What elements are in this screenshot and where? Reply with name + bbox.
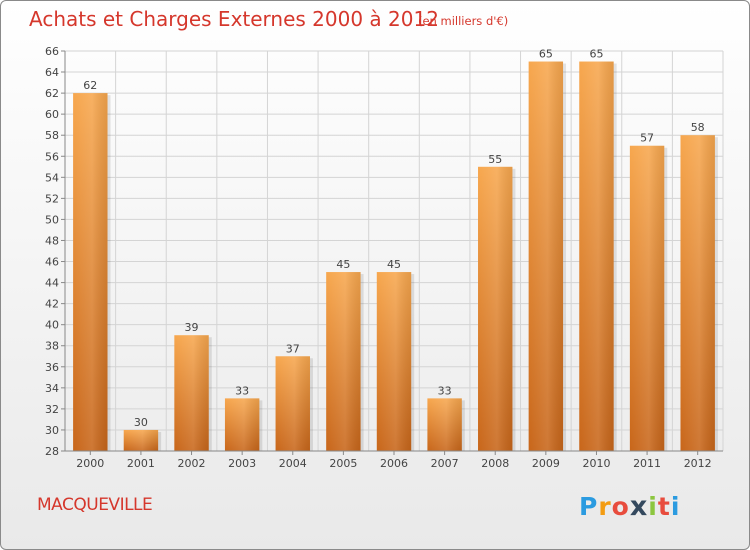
bar-shine-2002: [174, 335, 209, 451]
data-label-2008: 55: [488, 153, 502, 166]
ytick-label-32: 32: [45, 403, 59, 416]
ytick-label-46: 46: [45, 256, 59, 269]
data-label-2002: 39: [185, 321, 199, 334]
logo-letter-2: o: [611, 492, 630, 521]
data-label-2011: 57: [640, 132, 654, 145]
xtick-label-2001: 2001: [127, 457, 155, 470]
data-label-2000: 62: [83, 79, 97, 92]
ytick-label-56: 56: [45, 150, 59, 163]
xtick-label-2006: 2006: [380, 457, 408, 470]
bar-shine-2005: [326, 272, 361, 451]
data-label-2006: 45: [387, 258, 401, 271]
ytick-label-54: 54: [45, 171, 59, 184]
ytick-label-28: 28: [45, 445, 59, 458]
bar-shine-2008: [478, 166, 513, 451]
bar-shine-2009: [528, 61, 564, 452]
bar-shine-2012: [680, 135, 715, 452]
ytick-label-66: 66: [45, 45, 59, 58]
ytick-label-58: 58: [45, 129, 59, 142]
data-label-2001: 30: [134, 416, 148, 429]
ytick-label-62: 62: [45, 87, 59, 100]
data-label-2012: 58: [691, 121, 705, 134]
chart-title: Achats et Charges Externes 2000 à 2012: [29, 7, 439, 31]
xtick-label-2010: 2010: [582, 457, 610, 470]
bar-shine-2006: [376, 272, 412, 451]
ytick-label-50: 50: [45, 213, 59, 226]
bar-shine-2011: [629, 145, 665, 451]
ytick-label-42: 42: [45, 298, 59, 311]
xtick-label-2005: 2005: [329, 457, 357, 470]
xtick-label-2007: 2007: [431, 457, 459, 470]
xtick-label-2000: 2000: [76, 457, 104, 470]
logo-letter-4: i: [648, 492, 658, 521]
ytick-label-34: 34: [45, 382, 59, 395]
xtick-label-2002: 2002: [178, 457, 206, 470]
xtick-label-2009: 2009: [532, 457, 560, 470]
data-label-2005: 45: [336, 258, 350, 271]
logo-letter-5: t: [657, 492, 671, 521]
logo-letter-1: r: [598, 492, 612, 521]
data-label-2004: 37: [286, 342, 300, 355]
data-label-2007: 33: [438, 384, 452, 397]
ytick-label-30: 30: [45, 424, 59, 437]
ytick-label-60: 60: [45, 108, 59, 121]
bar-shine-2001: [123, 429, 159, 451]
logo-letter-6: i: [670, 492, 681, 521]
xtick-label-2003: 2003: [228, 457, 256, 470]
ytick-label-44: 44: [45, 277, 59, 290]
xtick-label-2011: 2011: [633, 457, 661, 470]
bar-shine-2007: [427, 398, 462, 451]
ytick-label-48: 48: [45, 234, 59, 247]
proxiti-logo: Proxiti: [579, 491, 680, 522]
ytick-label-38: 38: [45, 340, 59, 353]
xtick-label-2004: 2004: [279, 457, 307, 470]
ytick-label-64: 64: [45, 66, 59, 79]
ytick-label-36: 36: [45, 361, 59, 374]
ytick-label-40: 40: [45, 319, 59, 332]
logo-letter-0: P: [579, 492, 599, 521]
data-label-2010: 65: [589, 48, 603, 61]
bar-shine-2004: [275, 356, 310, 451]
bar-shine-2010: [579, 61, 614, 452]
logo-letter-3: x: [629, 491, 649, 522]
bar-shine-2000: [73, 93, 108, 452]
bar-shine-2003: [224, 398, 260, 451]
data-label-2003: 33: [235, 384, 249, 397]
chart-subtitle: (en milliers d'€): [418, 14, 509, 28]
xtick-label-2012: 2012: [684, 457, 712, 470]
ytick-label-52: 52: [45, 192, 59, 205]
data-label-2009: 65: [539, 48, 553, 61]
xtick-label-2008: 2008: [481, 457, 509, 470]
town-name: MACQUEVILLE: [37, 495, 153, 515]
